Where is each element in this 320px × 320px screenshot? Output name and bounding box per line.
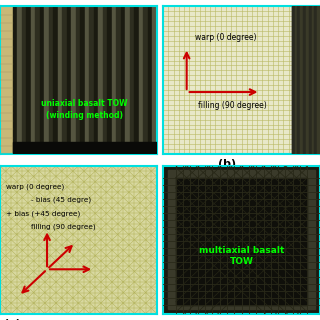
Bar xyxy=(176,178,308,305)
Bar xyxy=(94,6,97,154)
Bar xyxy=(49,6,52,154)
Bar xyxy=(17,6,21,154)
Bar xyxy=(292,6,294,154)
Bar xyxy=(40,6,43,154)
Bar xyxy=(21,6,25,154)
Bar xyxy=(152,6,156,154)
Text: filling (90 degree): filling (90 degree) xyxy=(198,101,266,110)
Bar xyxy=(35,6,39,154)
Bar xyxy=(112,6,116,154)
Bar xyxy=(12,6,16,154)
Bar xyxy=(0,6,12,154)
Bar xyxy=(62,6,66,154)
Bar xyxy=(306,6,308,154)
Bar xyxy=(103,6,107,154)
Bar xyxy=(67,6,70,154)
Text: uniaxial basalt TOW
(winding method): uniaxial basalt TOW (winding method) xyxy=(42,100,128,120)
Bar xyxy=(121,6,124,154)
Bar xyxy=(71,6,75,154)
Text: (c): (c) xyxy=(4,319,21,320)
Bar xyxy=(12,142,157,154)
Text: filling (90 degree): filling (90 degree) xyxy=(31,223,96,230)
Text: TOW: TOW xyxy=(230,258,253,267)
Text: multiaxial basalt: multiaxial basalt xyxy=(199,245,284,254)
Bar xyxy=(31,6,34,154)
Bar xyxy=(134,6,138,154)
Bar xyxy=(314,6,316,154)
Bar xyxy=(139,6,142,154)
Bar xyxy=(116,6,120,154)
Bar xyxy=(98,6,102,154)
Bar xyxy=(303,6,305,154)
Bar xyxy=(125,6,129,154)
Bar xyxy=(300,6,302,154)
Bar xyxy=(44,6,48,154)
Bar xyxy=(143,6,147,154)
Bar xyxy=(130,6,133,154)
Bar xyxy=(107,6,111,154)
Bar xyxy=(148,6,152,154)
Bar xyxy=(58,6,61,154)
Bar xyxy=(76,6,79,154)
Bar xyxy=(312,6,314,154)
Text: - bias (45 degre): - bias (45 degre) xyxy=(31,197,92,204)
Bar xyxy=(26,6,30,154)
Bar xyxy=(292,6,320,154)
Bar xyxy=(53,6,57,154)
Bar xyxy=(317,6,319,154)
Bar xyxy=(85,6,88,154)
Bar xyxy=(297,6,300,154)
Bar xyxy=(309,6,311,154)
Bar xyxy=(80,6,84,154)
Bar xyxy=(89,6,93,154)
Text: warp (0 degree): warp (0 degree) xyxy=(6,184,65,190)
Bar xyxy=(295,6,297,154)
Text: (b): (b) xyxy=(218,159,236,169)
Text: + bias (+45 degree): + bias (+45 degree) xyxy=(6,210,81,217)
Text: warp (0 degree): warp (0 degree) xyxy=(195,33,256,42)
